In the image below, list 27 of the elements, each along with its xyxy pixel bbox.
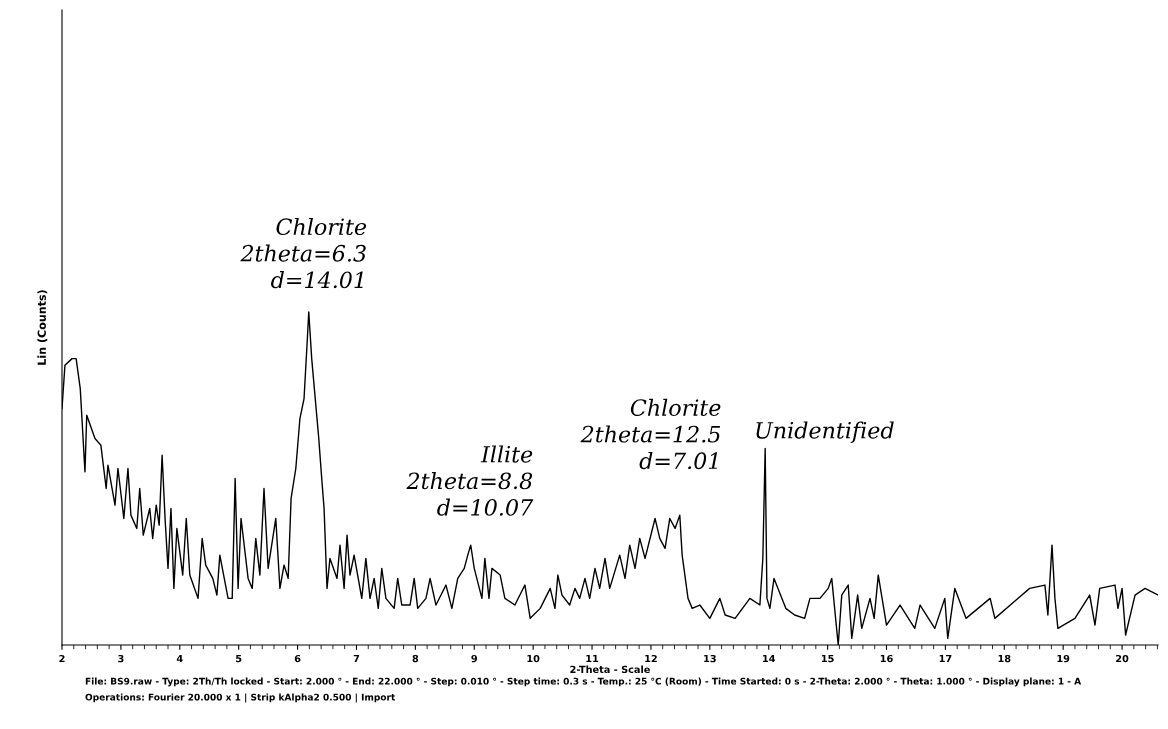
x-tick-label: 16 (880, 654, 893, 663)
x-tick-label: 15 (821, 655, 834, 663)
x-tick-label: 13 (704, 654, 716, 663)
x-tick-label: 4 (176, 655, 183, 663)
x-tick-label: 11 (586, 655, 599, 663)
text: Operations: Fourier 20.000 x 1 | Strip kAlpha2 0.500 | Import (85, 693, 396, 703)
x-tick-label: 18 (998, 654, 1011, 663)
x-tick-label: 9 (471, 654, 478, 663)
x-tick-label: 14 (763, 655, 776, 663)
x-tick-label: 19 (1057, 654, 1070, 663)
text: File: BS9.raw - Type: 2Th/Th locked - Start: 2.000 ° - End: 22.000 ° - Step: 0.010 ° - Step time: 0.3 s - Temp.: 25 °C (Room) - Time Started: 0 s - 2-Theta: 2.000 ° - Theta: 1.000 ° - Display plane: 1 - A (85, 677, 1082, 687)
x-tick-label: 7 (353, 655, 360, 663)
x-tick-label: 10 (527, 654, 540, 663)
x-tick-label: 3 (118, 654, 124, 663)
x-tick-label: 6 (294, 654, 301, 663)
x-axis-title: 2-Theta - Scale (570, 665, 650, 674)
x-tick-label: 17 (939, 655, 952, 663)
annotation: Unidentified (756, 421, 894, 443)
annotation: Chlorite 2theta=12.5 d=7.01 (580, 398, 721, 470)
annotation: Illite 2theta=8.8 d=10.07 (406, 445, 534, 516)
x-tick-label: 12 (645, 654, 657, 663)
x-tick-label: 20 (1116, 654, 1129, 663)
y-axis-title: Lin (Counts) (37, 290, 48, 365)
x-tick-label: 2 (59, 654, 65, 663)
x-tick-label: 8 (412, 654, 419, 663)
x-tick-label: 5 (236, 655, 242, 663)
annotation: Chlorite 2theta=6.3 d=14.01 (240, 217, 367, 289)
